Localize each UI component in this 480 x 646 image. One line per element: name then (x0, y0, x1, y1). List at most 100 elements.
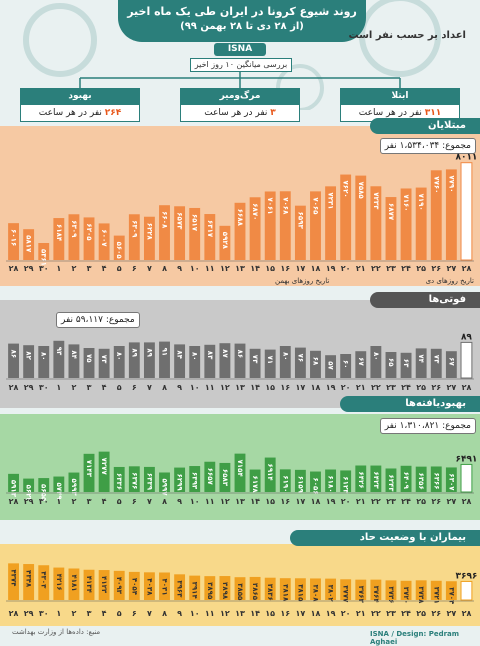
x-tick-label: ۲۸ (462, 609, 472, 618)
x-tick-label: ۳۰ (39, 383, 49, 392)
bar-value-label: ۳۷۷۷ (342, 585, 350, 603)
bar (460, 341, 473, 379)
bar-value-label: ۵۸۱۷ (25, 235, 33, 253)
bar-value-label: ۷۲۳۳ (372, 192, 380, 210)
bar-value-label: ۳۷۲۱ (432, 587, 440, 604)
bar (460, 463, 473, 493)
bar-value-label: ۷۱ (266, 356, 274, 365)
deaths-total: مجموع: ۵۹،۱۱۷ نفر (56, 312, 140, 328)
bar-value-label: ۷۰۶۵ (311, 197, 319, 215)
x-tick-label: ۸ (162, 383, 167, 392)
bar-value-label: ۷۵۸۵ (357, 182, 365, 200)
bar-value-label: ۶۳۶۶ (432, 472, 440, 489)
x-tick-label: ۱۱ (205, 609, 215, 618)
units-note: اعداد بر حسب نفر است (348, 30, 467, 41)
x-tick-label: ۸ (162, 609, 167, 618)
bar (98, 348, 110, 378)
x-tick-label: ۲۵ (416, 264, 426, 273)
bar-value-label: ۵۷ (327, 361, 335, 370)
bar (83, 217, 95, 260)
x-tick-label: ۲۲ (371, 264, 381, 273)
x-tick-label: ۲۵ (416, 497, 426, 506)
x-tick-label: ۲۳ (386, 264, 396, 273)
bar-value-label: ۴۳۴۸ (25, 570, 33, 588)
bar-value-label: ۶۸ (311, 357, 319, 366)
bar-value-label: ۸۹ (130, 348, 138, 357)
x-tick-label: ۱۹ (326, 609, 336, 618)
bar-value-label: ۸۰ (40, 352, 48, 361)
infected-total: مجموع: ۱،۵۳۴،۰۳۴ نفر (379, 138, 476, 154)
bar-value-label: ۴۱۸۱ (70, 575, 78, 592)
bar-value-label: ۸۲ (25, 351, 33, 360)
x-tick-label: ۲۱ (356, 609, 366, 618)
bar (400, 465, 412, 492)
x-tick-label: ۷ (147, 264, 152, 273)
x-tick-label: ۱۶ (280, 264, 290, 273)
bar-value-label: ۷۱۶۰ (402, 194, 410, 211)
bar-value-label: ۶۳۹۳ (191, 472, 199, 490)
bar-value-label: ۶۱۷۸ (251, 476, 259, 494)
bar (415, 580, 427, 600)
bar (68, 568, 80, 600)
bar (355, 465, 367, 492)
x-tick-label: ۱۲ (220, 609, 230, 618)
x-tick-label: ۳۰ (39, 609, 49, 618)
bar-value-label: ۳۷۰۴ (447, 587, 455, 605)
x-tick-label: ۷ (147, 609, 152, 618)
x-tick-label: ۴ (102, 497, 107, 506)
xlabel-bahman: تاریخ روزهای بهمن (275, 277, 330, 285)
bar-value-label: ۳۸۱۵ (296, 584, 304, 602)
bar-value-label: ۷۱۵۴ (236, 460, 244, 478)
bar-value-label: ۷۱۴۳ (85, 460, 93, 478)
bar (325, 578, 337, 600)
bar-value-label: ۶۶۸۸ (236, 209, 244, 227)
bar (204, 214, 216, 260)
bar (143, 216, 155, 260)
x-tick-label: ۲۲ (371, 497, 381, 506)
bar (38, 346, 50, 378)
bar-value-label: ۶۹۱۴ (266, 464, 274, 482)
bar (143, 572, 155, 600)
x-tick-label: ۳ (87, 264, 92, 273)
x-tick-label: ۱۴ (250, 264, 260, 273)
recovered-panel-title: بهبودیافته‌ها (340, 396, 480, 412)
bar (8, 223, 19, 260)
bar (264, 349, 276, 378)
bar (128, 214, 140, 260)
bar-value-label: ۳۹۶۳ (176, 580, 184, 598)
bar (279, 346, 291, 378)
bar-value-label: ۶۵۱۷ (191, 214, 199, 232)
xlabel-dey: تاریخ روزهای دی (425, 277, 474, 285)
bar (8, 343, 19, 378)
bar-value-label: ۴۰۳۸ (145, 578, 153, 596)
bar (340, 174, 352, 260)
bar-value-label: ۳۸۹۵ (206, 582, 214, 600)
bar-value-label: ۹۱ (161, 348, 169, 357)
x-tick-label: ۱۶ (280, 497, 290, 506)
bar-value-label: ۷۴ (417, 354, 425, 363)
bar (400, 352, 412, 378)
x-tick-label: ۶ (132, 609, 137, 618)
x-tick-label: ۸ (162, 497, 167, 506)
bar-value-label: ۶۴۹۱ (455, 454, 477, 464)
bar-value-label: ۶۱۲۳ (342, 476, 350, 494)
bar-value-label: ۷۵ (85, 354, 93, 363)
x-tick-label: ۴ (102, 264, 107, 273)
bar-value-label: ۳۷۲۰ (402, 587, 410, 604)
bar (23, 345, 35, 378)
x-tick-label: ۱۹ (326, 264, 336, 273)
x-tick-label: ۱۱ (205, 383, 215, 392)
recovered-total: مجموع: ۱،۳۱۰،۸۲۱ نفر (379, 418, 476, 434)
bar (249, 576, 261, 600)
x-tick-label: ۳۰ (39, 497, 49, 506)
bar (98, 223, 110, 260)
bar (310, 578, 321, 600)
bar-value-label: ۵۹۹۷ (161, 478, 169, 496)
bar-value-label: ۳۸۶۵ (251, 583, 259, 601)
bar (249, 197, 261, 260)
bar-value-label: ۴۳۰۳ (40, 571, 48, 589)
bar-value-label: ۸۹ (461, 332, 472, 342)
bar-value-label: ۶۷ (357, 357, 365, 366)
bar (355, 579, 367, 600)
bar-value-label: ۷۳ (100, 355, 108, 364)
